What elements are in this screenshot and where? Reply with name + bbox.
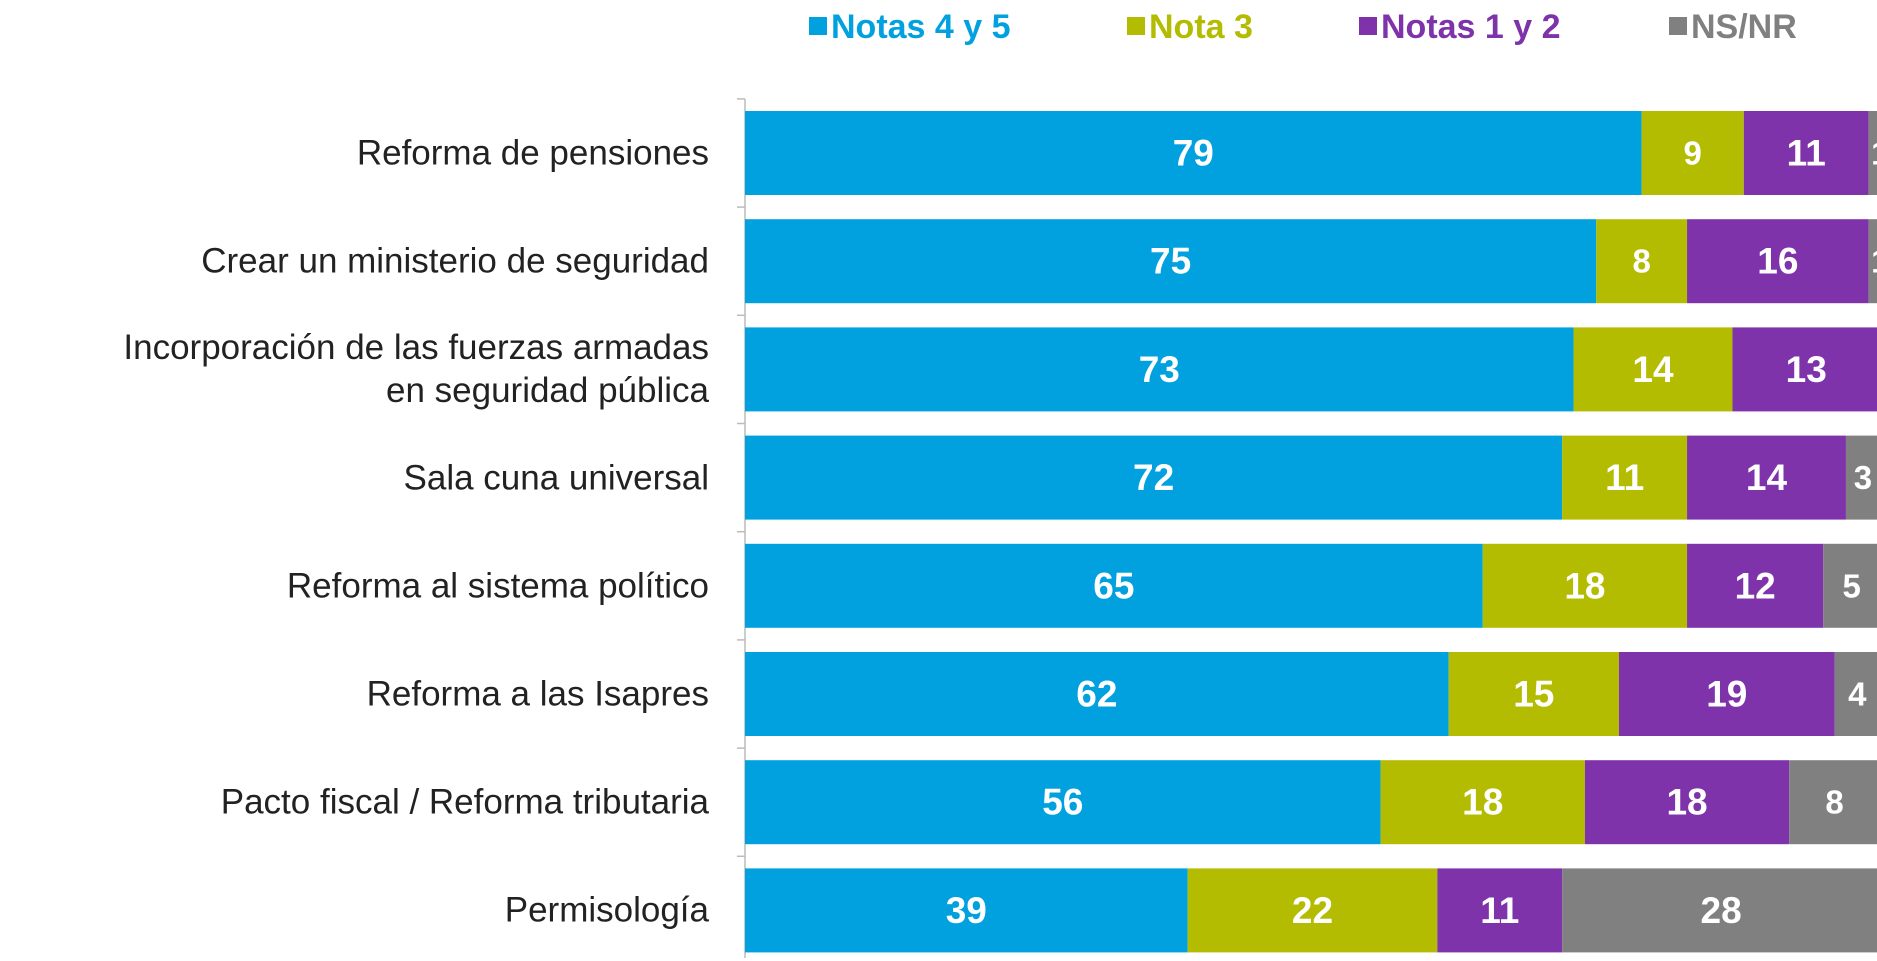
value-label: 75 <box>1150 241 1191 282</box>
bar-segment <box>1687 543 1824 628</box>
value-label: 72 <box>1133 457 1174 498</box>
legend-label: Notas 4 y 5 <box>831 8 1011 46</box>
value-label: 79 <box>1173 133 1214 174</box>
legend-label: NS/NR <box>1691 8 1797 46</box>
value-label: 12 <box>1735 565 1776 606</box>
value-label: 22 <box>1292 890 1333 931</box>
value-label: 73 <box>1139 349 1180 390</box>
bar-segment <box>1482 543 1688 628</box>
value-label: 18 <box>1564 565 1605 606</box>
bar-segment <box>1743 111 1869 195</box>
legend-swatch <box>1669 17 1687 35</box>
category-label: Permisología <box>504 890 709 930</box>
bar-segment <box>745 652 1449 736</box>
category-label: Crear un ministerio de seguridad <box>201 241 709 281</box>
value-label: 13 <box>1786 349 1827 390</box>
bar-segment <box>745 435 1563 520</box>
value-label: 14 <box>1632 349 1674 390</box>
legend-swatch <box>809 17 827 35</box>
value-label: 1 <box>1871 243 1877 280</box>
bar-segment <box>745 543 1483 628</box>
bar-segment <box>1573 327 1733 412</box>
value-label: 39 <box>946 890 987 931</box>
bar-segment <box>1687 435 1846 520</box>
bar-segment <box>1380 760 1585 845</box>
bar-segment <box>745 868 1188 953</box>
value-label: 5 <box>1842 567 1860 604</box>
bar-segment <box>1732 327 1877 412</box>
value-label: 1 <box>1871 135 1877 172</box>
bar-segment <box>1437 868 1563 953</box>
value-label: 15 <box>1513 674 1554 715</box>
bar-segment <box>745 760 1381 845</box>
category-label: Reforma de pensiones <box>356 133 709 173</box>
bar-segment <box>745 327 1574 412</box>
category-label: Reforma a las Isapres <box>366 674 709 714</box>
value-label: 18 <box>1462 782 1503 823</box>
value-label: 19 <box>1706 674 1747 715</box>
bar-segment <box>1641 111 1744 195</box>
value-label: 16 <box>1757 241 1798 282</box>
value-label: 65 <box>1093 565 1134 606</box>
bar-segment <box>1618 652 1835 736</box>
value-label: 14 <box>1746 457 1788 498</box>
bar-segment <box>1868 219 1877 304</box>
value-label: 3 <box>1854 459 1872 496</box>
value-label: 8 <box>1632 243 1650 280</box>
value-label: 11 <box>1787 133 1826 174</box>
category-label: Reforma al sistema político <box>286 566 709 606</box>
category-label: Incorporación de las fuerzas armadas en … <box>123 328 709 411</box>
bar-segment <box>1687 219 1869 304</box>
bar-segment <box>1187 868 1438 953</box>
value-label: 56 <box>1042 782 1083 823</box>
value-label: 62 <box>1076 674 1117 715</box>
bar-segment <box>745 111 1642 195</box>
legend-swatch <box>1127 17 1145 35</box>
bar-segment <box>1868 111 1877 195</box>
value-label: 11 <box>1480 890 1519 931</box>
value-label: 8 <box>1825 784 1843 821</box>
bar-segment <box>1584 760 1790 845</box>
bar-segment <box>1823 543 1877 628</box>
legend-label: Nota 3 <box>1149 8 1253 46</box>
bar-segment <box>1845 435 1877 520</box>
bar-segment <box>1789 760 1877 845</box>
category-label: Sala cuna universal <box>403 458 709 498</box>
bar-segment <box>1562 435 1688 520</box>
legend-label: Notas 1 y 2 <box>1381 8 1561 46</box>
bar-segment <box>1562 868 1877 953</box>
value-label: 4 <box>1848 676 1867 713</box>
value-label: 18 <box>1666 782 1707 823</box>
bar-segment <box>1596 219 1688 304</box>
bar-segment <box>745 219 1597 304</box>
bar-segment <box>1448 652 1619 736</box>
bar-segment <box>1834 652 1877 736</box>
value-label: 9 <box>1684 135 1702 172</box>
value-label: 11 <box>1605 457 1644 498</box>
value-label: 28 <box>1701 890 1742 931</box>
legend-swatch <box>1359 17 1377 35</box>
category-label: Pacto fiscal / Reforma tributaria <box>220 782 709 822</box>
